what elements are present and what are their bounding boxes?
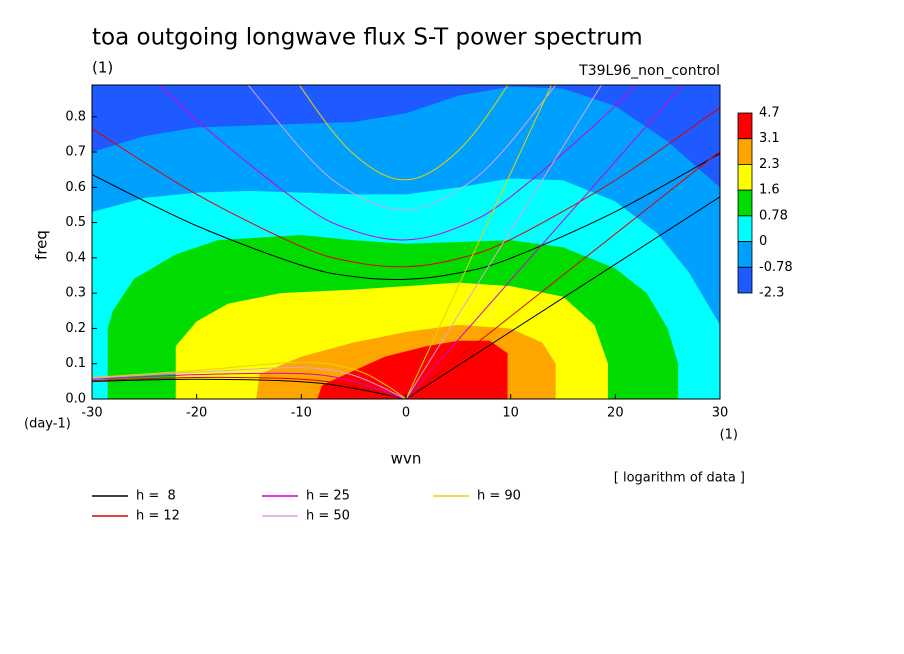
y-tick-label: 0.2 bbox=[65, 321, 86, 336]
colorbar-box bbox=[737, 266, 753, 294]
y-axis-label: freq bbox=[33, 230, 51, 260]
y-tick-label: 0.0 bbox=[65, 392, 86, 407]
dispersion-curve bbox=[92, 361, 407, 399]
y-tick-label: 0.1 bbox=[65, 356, 86, 371]
colorbar-box bbox=[737, 189, 753, 217]
colorbar-box bbox=[737, 112, 753, 140]
legend-label: h = 50 bbox=[306, 509, 350, 524]
dispersion-curve bbox=[92, 378, 407, 399]
dispersion-curves bbox=[92, 85, 720, 399]
y-unit: (day-1) bbox=[24, 417, 71, 432]
y-tick-label: 0.8 bbox=[65, 109, 86, 124]
dispersion-curve bbox=[158, 85, 638, 241]
y-tick-label: 0.4 bbox=[65, 250, 86, 265]
dispersion-curve bbox=[92, 153, 720, 281]
x-tick-label: 30 bbox=[712, 406, 729, 421]
dispersion-curve bbox=[405, 85, 684, 399]
colorbar-label: 2.3 bbox=[759, 157, 780, 172]
dispersion-curve bbox=[247, 85, 557, 211]
note: [ logarithm of data ] bbox=[614, 471, 745, 486]
colorbar-box bbox=[737, 138, 753, 165]
dispersion-curve bbox=[92, 107, 720, 268]
x-tick-label: 0 bbox=[402, 406, 410, 421]
dispersion-curve bbox=[405, 196, 720, 399]
run-label: T39L96_non_control bbox=[578, 63, 720, 79]
legend-label: h = 90 bbox=[477, 489, 521, 504]
dispersion-curve bbox=[92, 376, 407, 399]
x-tick-label: -20 bbox=[186, 406, 207, 421]
legend-label: h = 12 bbox=[136, 509, 180, 524]
x-tick-label: 10 bbox=[502, 406, 519, 421]
dispersion-curve bbox=[405, 85, 553, 399]
contour-fills bbox=[92, 85, 720, 399]
colorbar-label: -0.78 bbox=[759, 260, 793, 275]
subtitle: (1) bbox=[92, 59, 113, 77]
y-tick-label: 0.7 bbox=[65, 145, 86, 160]
y-tick-label: 0.6 bbox=[65, 180, 86, 195]
dispersion-curve bbox=[405, 85, 603, 399]
colorbar-label: 0 bbox=[759, 234, 767, 249]
legend-label: h = 8 bbox=[136, 489, 176, 504]
colorbar-label: 3.1 bbox=[759, 131, 780, 146]
x-tick-label: -10 bbox=[291, 406, 312, 421]
x-unit: (1) bbox=[720, 428, 738, 443]
x-axis-label: wvn bbox=[391, 450, 422, 468]
y-tick-label: 0.3 bbox=[65, 286, 86, 301]
dispersion-curve bbox=[92, 372, 407, 399]
dispersion-curve bbox=[405, 150, 720, 399]
colorbar-box bbox=[737, 215, 753, 242]
colorbar-label: 1.6 bbox=[759, 183, 780, 198]
y-tick-label: 0.5 bbox=[65, 215, 86, 230]
colorbar-label: 4.7 bbox=[759, 106, 780, 121]
x-tick-label: -30 bbox=[81, 406, 102, 421]
legend-label: h = 25 bbox=[306, 489, 350, 504]
colorbar-box bbox=[737, 241, 753, 268]
colorbar-label: 0.78 bbox=[759, 208, 788, 223]
x-tick-label: 20 bbox=[607, 406, 624, 421]
chart-title: toa outgoing longwave flux S-T power spe… bbox=[92, 25, 643, 51]
colorbar-box bbox=[737, 164, 753, 191]
dispersion-curve bbox=[92, 367, 407, 399]
colorbar-label: -2.3 bbox=[759, 286, 784, 301]
